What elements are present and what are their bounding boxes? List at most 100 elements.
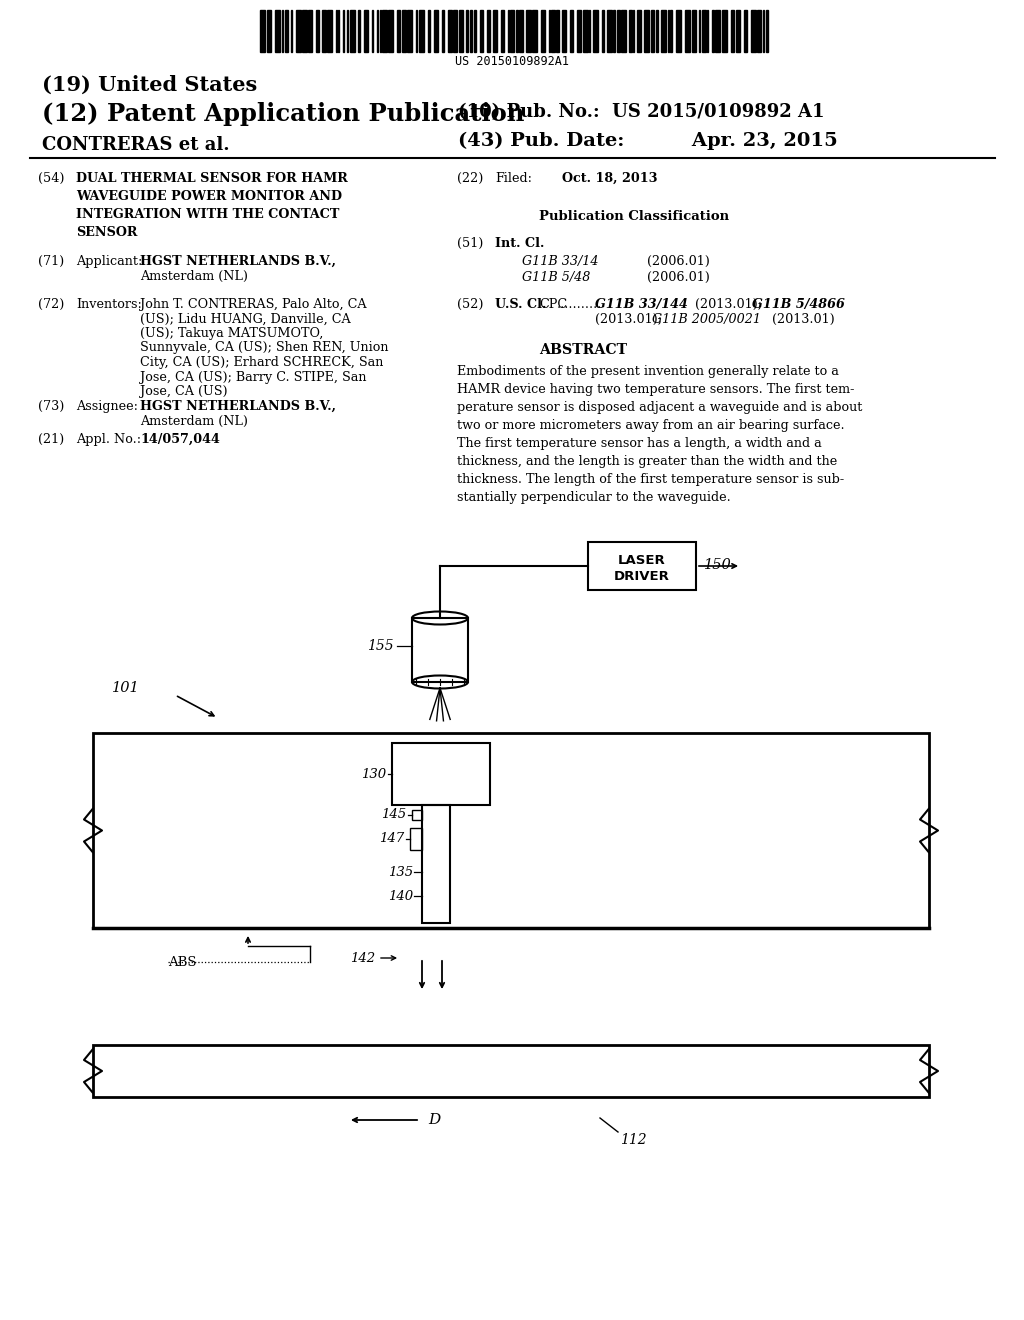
Bar [685, 11, 690, 51]
Bar [676, 11, 681, 51]
Text: CPC: CPC [539, 298, 567, 312]
Text: Jose, CA (US); Barry C. STIPE, San: Jose, CA (US); Barry C. STIPE, San [140, 371, 367, 384]
Text: 142: 142 [350, 952, 375, 965]
Text: (72): (72) [38, 298, 65, 312]
Bar [607, 11, 612, 51]
Bar [358, 11, 360, 51]
Text: D: D [428, 1113, 440, 1127]
Text: Filed:: Filed: [495, 172, 532, 185]
Text: (51): (51) [457, 238, 483, 249]
Bar [434, 11, 438, 51]
Bar [392, 743, 490, 805]
Bar [449, 11, 452, 51]
Bar [516, 11, 518, 51]
Text: HGST NETHERLANDS B.V.,: HGST NETHERLANDS B.V., [140, 255, 336, 268]
Text: G11B 5/48: G11B 5/48 [522, 271, 591, 284]
Bar [731, 11, 734, 51]
Bar [526, 11, 531, 51]
Bar [422, 805, 450, 923]
Bar [583, 11, 588, 51]
Text: Embodiments of the present invention generally relate to a
HAMR device having tw: Embodiments of the present invention gen… [457, 366, 862, 504]
Bar [322, 11, 326, 51]
Text: G11B 33/144: G11B 33/144 [595, 298, 688, 312]
Bar [493, 11, 497, 51]
Text: G11B 33/14: G11B 33/14 [522, 255, 598, 268]
Bar [407, 11, 412, 51]
Text: Amsterdam (NL): Amsterdam (NL) [140, 271, 248, 282]
Text: Publication Classification: Publication Classification [539, 210, 729, 223]
Text: DRIVER: DRIVER [614, 570, 670, 583]
Bar [702, 11, 706, 51]
Bar [637, 11, 641, 51]
Text: U.S. Cl.: U.S. Cl. [495, 298, 547, 312]
Text: (19) United States: (19) United States [42, 75, 257, 95]
Bar [766, 11, 768, 51]
Text: (12) Patent Application Publication: (12) Patent Application Publication [42, 102, 524, 125]
Text: (2006.01): (2006.01) [647, 271, 710, 284]
Text: 150: 150 [705, 558, 732, 572]
Text: John T. CONTRERAS, Palo Alto, CA: John T. CONTRERAS, Palo Alto, CA [140, 298, 367, 312]
Bar [577, 11, 581, 51]
Bar [588, 543, 696, 590]
Text: (43) Pub. Date:          Apr. 23, 2015: (43) Pub. Date: Apr. 23, 2015 [458, 132, 838, 150]
Text: Oct. 18, 2013: Oct. 18, 2013 [562, 172, 657, 185]
Bar [453, 11, 457, 51]
Bar [412, 810, 422, 820]
Bar [296, 11, 301, 51]
Text: 140: 140 [388, 890, 413, 903]
Text: ABS: ABS [168, 956, 197, 969]
Text: G11B 2005/0021: G11B 2005/0021 [652, 313, 761, 326]
Bar [350, 11, 355, 51]
Text: Inventors:: Inventors: [76, 298, 142, 312]
Bar [487, 11, 490, 51]
Text: LASER: LASER [618, 554, 666, 568]
Bar [302, 11, 307, 51]
Text: (2013.01): (2013.01) [772, 313, 835, 326]
Bar [562, 11, 566, 51]
Bar [480, 11, 483, 51]
Bar [757, 11, 761, 51]
Bar [428, 11, 430, 51]
Text: (54): (54) [38, 172, 65, 185]
Text: (2013.01);: (2013.01); [595, 313, 662, 326]
Text: 135: 135 [388, 866, 413, 879]
Text: City, CA (US); Erhard SCHRECK, San: City, CA (US); Erhard SCHRECK, San [140, 356, 383, 370]
Bar [410, 828, 422, 850]
Text: 112: 112 [620, 1133, 646, 1147]
Bar [275, 11, 280, 51]
Bar [267, 11, 271, 51]
Bar [308, 11, 312, 51]
Text: (52): (52) [457, 298, 483, 312]
Bar [501, 11, 504, 51]
Bar [412, 618, 468, 682]
Text: 130: 130 [360, 767, 386, 780]
Bar [541, 11, 545, 51]
Bar [602, 11, 604, 51]
Bar [551, 11, 555, 51]
Bar [751, 11, 756, 51]
Text: (73): (73) [38, 400, 65, 413]
Bar [388, 11, 393, 51]
Text: ...........: ........... [557, 298, 602, 312]
Text: 14/057,044: 14/057,044 [140, 433, 220, 446]
Bar [459, 11, 463, 51]
Bar [644, 11, 649, 51]
Text: DUAL THERMAL SENSOR FOR HAMR
WAVEGUIDE POWER MONITOR AND
INTEGRATION WITH THE CO: DUAL THERMAL SENSOR FOR HAMR WAVEGUIDE P… [76, 172, 348, 239]
Bar [621, 11, 626, 51]
Bar [510, 11, 514, 51]
Bar [402, 11, 406, 51]
Text: Sunnyvale, CA (US); Shen REN, Union: Sunnyvale, CA (US); Shen REN, Union [140, 342, 388, 355]
Text: (71): (71) [38, 255, 65, 268]
Text: Applicant:: Applicant: [76, 255, 142, 268]
Bar [617, 11, 620, 51]
Bar [382, 11, 387, 51]
Text: US 20150109892A1: US 20150109892A1 [455, 55, 569, 69]
Bar [327, 11, 332, 51]
Text: HGST NETHERLANDS B.V.,: HGST NETHERLANDS B.V., [140, 400, 336, 413]
Text: (21): (21) [38, 433, 65, 446]
Bar [651, 11, 654, 51]
Bar [474, 11, 476, 51]
Bar [736, 11, 740, 51]
Text: ABSTRACT: ABSTRACT [539, 343, 627, 356]
Text: Jose, CA (US): Jose, CA (US) [140, 385, 227, 399]
